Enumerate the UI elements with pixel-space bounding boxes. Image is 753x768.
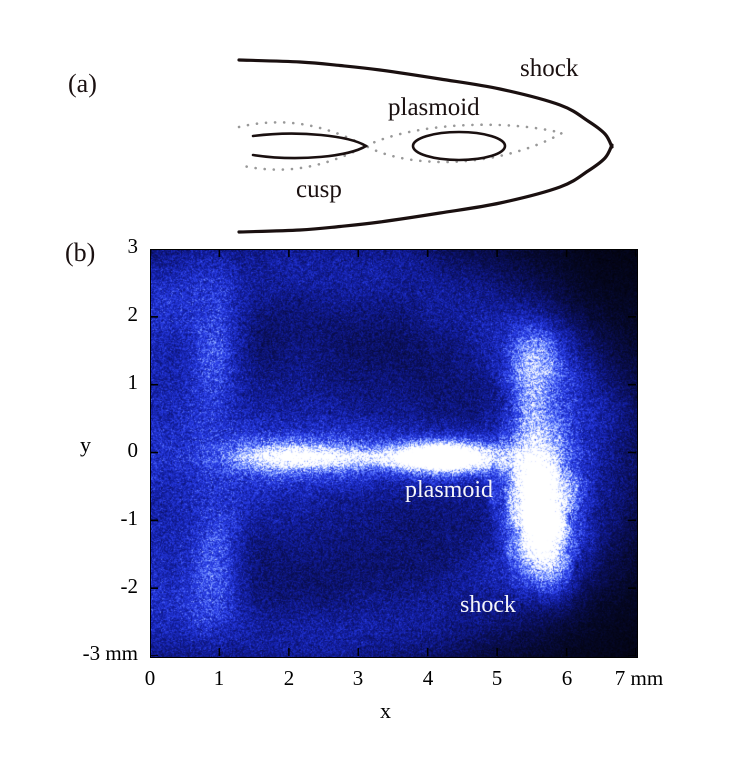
svg-text:shock: shock <box>520 55 579 82</box>
svg-text:cusp: cusp <box>296 176 342 203</box>
svg-text:(a): (a) <box>68 69 97 98</box>
svg-text:plasmoid: plasmoid <box>388 94 480 121</box>
